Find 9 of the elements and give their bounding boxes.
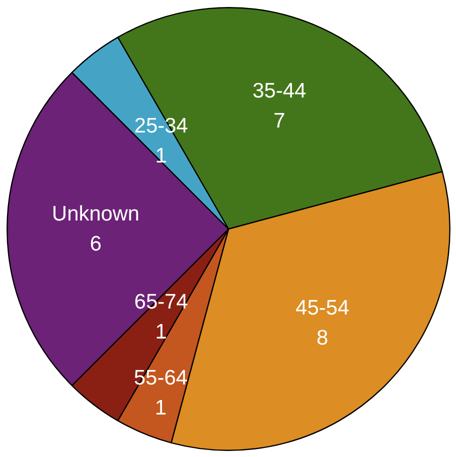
data-label: 8 (316, 326, 328, 350)
slice-label: 35-44 (252, 80, 306, 103)
data-label: 1 (155, 144, 167, 168)
data-label: 1 (154, 396, 167, 420)
data-label: 1 (155, 320, 167, 344)
data-label: 7 (273, 109, 286, 132)
slice-label: Unknown (52, 202, 140, 226)
data-label: 6 (90, 232, 102, 256)
slice-label: 45-54 (296, 296, 350, 320)
